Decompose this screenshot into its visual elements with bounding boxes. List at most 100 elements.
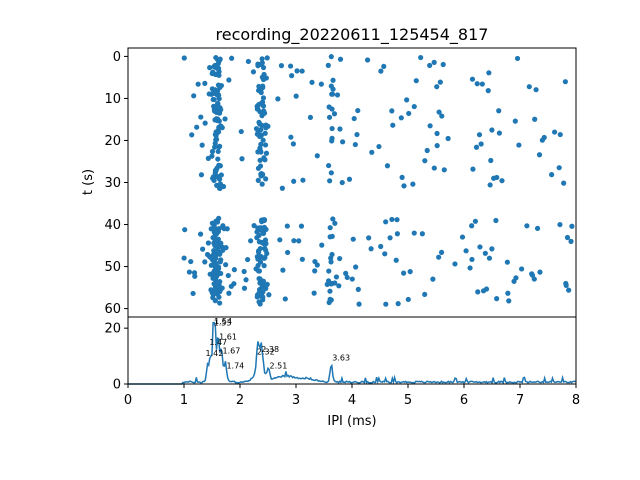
raster-point: [329, 233, 335, 239]
raster-y-tick-label: 20: [104, 134, 121, 149]
raster-point: [318, 81, 324, 87]
raster-point: [482, 250, 488, 256]
raster-point: [260, 103, 267, 109]
raster-point: [275, 96, 281, 102]
raster-point: [406, 110, 412, 117]
raster-point: [494, 296, 500, 302]
raster-point: [210, 295, 216, 301]
raster-point: [427, 62, 433, 69]
raster-point: [329, 251, 335, 258]
raster-point: [436, 109, 442, 115]
raster-point: [488, 157, 494, 164]
raster-point: [189, 132, 195, 138]
raster-point: [326, 114, 333, 120]
raster-point: [212, 243, 218, 249]
raster-point: [214, 219, 220, 225]
raster-point: [475, 289, 481, 295]
raster-point: [263, 285, 269, 291]
raster-point: [259, 240, 266, 246]
raster-point: [430, 276, 436, 282]
raster-point: [263, 226, 269, 232]
raster-point: [181, 255, 187, 261]
raster-point: [264, 250, 270, 257]
raster-point: [214, 117, 220, 124]
raster-point: [213, 129, 219, 135]
raster-point: [280, 267, 286, 273]
raster-point: [331, 111, 338, 117]
raster-point: [330, 216, 336, 222]
raster-point: [537, 269, 543, 275]
ipi-x-ticks: 0 1 2 3 4 5 6 7 8: [124, 384, 580, 408]
raster-point: [561, 180, 567, 186]
raster-point: [401, 183, 407, 189]
raster-point: [217, 300, 223, 306]
raster-point: [264, 281, 270, 287]
raster-point: [493, 217, 499, 224]
raster-point: [217, 288, 223, 295]
raster-point: [329, 91, 335, 97]
raster-point: [394, 217, 400, 223]
raster-point: [212, 62, 218, 69]
raster-point: [467, 265, 473, 271]
raster-point: [519, 266, 525, 272]
raster-point: [381, 63, 387, 70]
raster-point: [404, 97, 410, 103]
raster-point: [218, 257, 224, 263]
raster-point: [431, 59, 437, 65]
raster-point: [202, 80, 208, 86]
raster-point: [215, 148, 221, 155]
raster-point: [259, 56, 265, 62]
raster-point: [459, 234, 466, 240]
raster-point: [192, 273, 198, 279]
raster-point: [218, 172, 224, 178]
raster-point: [376, 143, 382, 150]
raster-point: [328, 170, 334, 176]
ipi-peak-labels: 1.42 1.47 1.531.54 1.61 1.67 1.74 2.322.38 2.51…: [206, 317, 351, 371]
raster-point: [436, 254, 442, 260]
raster-point: [422, 158, 428, 164]
raster-point: [209, 220, 216, 226]
raster-point: [378, 68, 384, 74]
raster-point: [259, 172, 265, 178]
raster-point: [199, 142, 205, 148]
raster-point: [309, 79, 315, 85]
ipi-x-tick-label: 4: [348, 393, 356, 408]
raster-point: [260, 230, 266, 236]
raster-y-axis-label: t (s): [81, 169, 96, 195]
raster-point: [437, 79, 443, 85]
raster-point: [327, 288, 333, 294]
raster-point: [284, 223, 290, 229]
raster-point: [216, 176, 223, 182]
raster-point: [506, 298, 512, 304]
raster-point: [418, 54, 424, 61]
raster-point: [329, 125, 335, 132]
raster-point: [355, 286, 361, 292]
raster-point: [218, 270, 224, 277]
raster-point: [340, 139, 346, 145]
raster-point: [325, 62, 331, 68]
raster-point: [257, 157, 263, 163]
raster-point: [327, 178, 333, 184]
raster-point: [311, 290, 317, 296]
raster-point: [329, 138, 335, 144]
raster-y-ticks: 0 10 20 30 40 50 60: [104, 50, 128, 317]
raster-point: [258, 89, 264, 96]
raster-point: [349, 276, 355, 282]
raster-point: [557, 131, 563, 138]
raster-point: [197, 231, 204, 237]
raster-point: [216, 225, 222, 232]
raster-point: [229, 55, 235, 61]
raster-point: [212, 144, 218, 150]
raster-y-tick-label: 40: [104, 218, 121, 233]
raster-point: [489, 127, 495, 133]
raster-point: [186, 269, 193, 275]
raster-point: [469, 223, 475, 229]
raster-point: [368, 246, 374, 252]
raster-point: [254, 292, 261, 298]
raster-point: [387, 235, 393, 241]
ipi-peak-label: 1.67: [223, 346, 241, 355]
raster-point: [410, 181, 416, 187]
raster-point: [214, 247, 220, 253]
raster-point: [364, 57, 371, 63]
raster-point: [202, 259, 208, 265]
